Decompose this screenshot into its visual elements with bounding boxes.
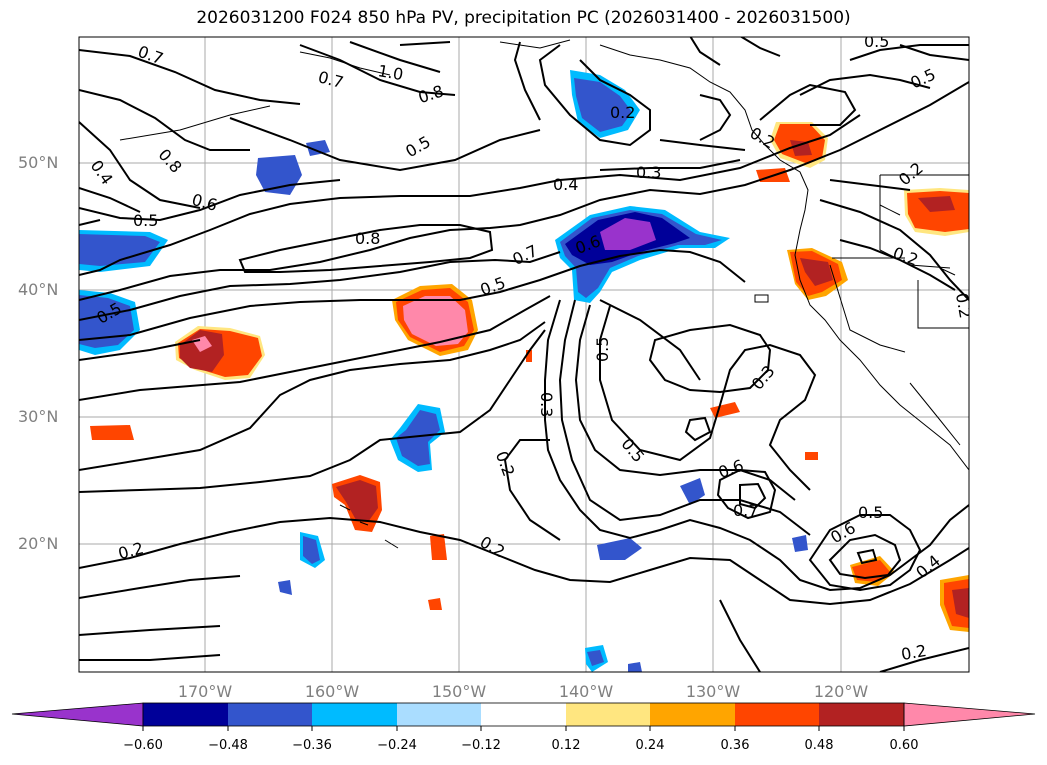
colorbar-right-arrow	[903, 702, 1036, 727]
colorbar-segment	[819, 703, 904, 726]
colorbar-segment	[397, 703, 481, 726]
lat-label: 40°N	[18, 280, 59, 299]
precip-area	[303, 536, 320, 564]
contour-label: 0.2	[900, 641, 928, 664]
precip-area	[79, 295, 134, 348]
colorbar-tick-label: 0.48	[804, 738, 834, 753]
map-title: 2026031200 F024 850 hPa PV, precipitatio…	[196, 8, 851, 28]
precip-negative-areas	[79, 70, 808, 672]
map-frame	[78, 36, 970, 673]
colorbar-segment	[566, 703, 650, 726]
lon-label: 140°W	[558, 682, 614, 701]
colorbar-frame	[142, 702, 905, 727]
precip-area	[403, 296, 468, 346]
precip-area	[306, 140, 330, 156]
lon-label: 120°W	[813, 682, 869, 701]
lon-label: 170°W	[177, 682, 233, 701]
colorbar-tick-label: −0.60	[123, 738, 163, 753]
lat-label: 50°N	[18, 153, 59, 172]
precip-area	[90, 425, 134, 440]
colorbar-tick-label: 0.12	[551, 738, 581, 753]
contour-label: 0.5	[858, 503, 883, 522]
contour-label: 0.8	[355, 229, 380, 248]
precip-area	[628, 662, 642, 672]
colorbar-segment	[650, 703, 735, 726]
colorbar-tick-label: −0.12	[461, 738, 501, 753]
lat-label: 30°N	[18, 407, 59, 426]
colorbar-segment	[228, 703, 312, 726]
precip-area	[574, 78, 632, 132]
colorbar-tick-label: 0.36	[720, 738, 750, 753]
lat-label: 20°N	[18, 534, 59, 553]
contour-label: 0.3	[537, 392, 556, 417]
precip-area	[79, 234, 160, 266]
colorbar-left-arrow	[11, 702, 144, 727]
lon-label: 150°W	[431, 682, 487, 701]
colorbar-segment	[143, 703, 228, 726]
contour-label: 0.5	[593, 337, 612, 362]
precip-area	[336, 480, 378, 522]
precip-area	[792, 535, 808, 552]
contour-label: 0.4	[553, 175, 578, 194]
precip-area	[918, 196, 955, 212]
precip-area	[396, 410, 440, 466]
precip-area	[600, 218, 656, 250]
precip-area	[587, 650, 604, 666]
colorbar-tick-label: 0.24	[635, 738, 665, 753]
contour-label: 0.2	[952, 291, 975, 319]
colorbar	[11, 702, 1036, 731]
precip-area	[430, 534, 447, 560]
colorbar-segment	[312, 703, 397, 726]
pv-contours	[79, 37, 969, 672]
colorbar-tick-label: −0.36	[292, 738, 332, 753]
contour-label: 0.7	[733, 501, 758, 520]
precip-area	[597, 538, 642, 560]
precip-area	[952, 588, 969, 618]
precip-area	[790, 140, 812, 156]
precip-area	[805, 452, 818, 460]
colorbar-tick-label: 0.60	[889, 738, 919, 753]
contour-label: 0.5	[133, 211, 158, 230]
contour-label: 0.2	[610, 103, 635, 122]
coastlines	[119, 39, 969, 549]
colorbar-segment	[481, 703, 566, 726]
contour-label: 0.5	[864, 32, 889, 51]
colorbar-tick-label: −0.48	[208, 738, 248, 753]
contour-label: 0.3	[636, 163, 661, 182]
contour-label: 1.0	[376, 61, 404, 84]
precip-area	[278, 580, 292, 595]
precip-area	[800, 258, 833, 286]
precip-area	[428, 598, 442, 610]
lon-label: 130°W	[685, 682, 741, 701]
colorbar-segment	[735, 703, 819, 726]
colorbar-tick-label: −0.24	[377, 738, 417, 753]
lon-label: 160°W	[304, 682, 360, 701]
precip-area	[680, 478, 705, 505]
